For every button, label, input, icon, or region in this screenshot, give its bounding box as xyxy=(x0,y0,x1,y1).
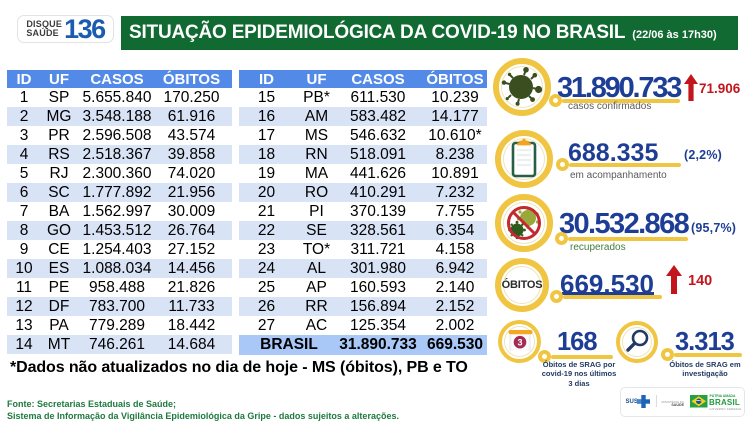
svg-text:3: 3 xyxy=(517,338,522,348)
